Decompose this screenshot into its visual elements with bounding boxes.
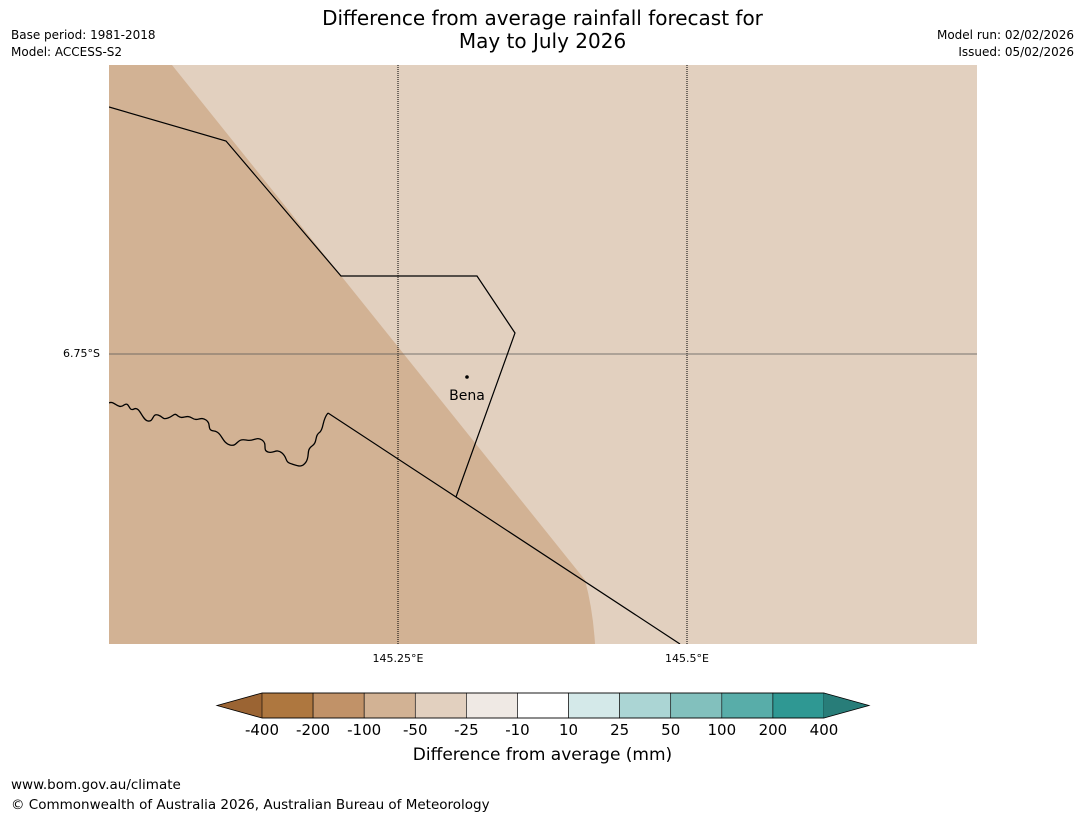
issued-date: Issued: 05/02/2026 [958, 45, 1074, 59]
latitude-label: 6.75°S [63, 347, 100, 360]
colorbar-tick-label: -10 [505, 721, 530, 739]
colorbar-tick-label: -100 [347, 721, 382, 739]
meta-right: Model run: 02/02/2026 Issued: 05/02/2026 [937, 27, 1074, 61]
colorbar-tick-label: -200 [296, 721, 331, 739]
colorbar-bin [670, 692, 723, 719]
colorbar-bin [568, 692, 620, 719]
colorbar-tick-label: 200 [758, 721, 788, 739]
colorbar-tick-label: 100 [707, 721, 737, 739]
colorbar-tick-label: 25 [610, 721, 630, 739]
colorbar-tick-label: -400 [244, 721, 280, 739]
colorbar-bins [261, 692, 825, 719]
border-line [109, 401, 329, 467]
model-name: Model: ACCESS-S2 [11, 45, 123, 59]
footer: www.bom.gov.au/climate © Commonwealth of… [11, 775, 490, 815]
map-area[interactable] [109, 65, 977, 644]
longitude-label-145-25: 145.25°E [372, 652, 424, 665]
colorbar-bin [466, 692, 518, 719]
bena-marker[interactable] [465, 375, 469, 379]
base-period: Base period: 1981-2018 [11, 28, 156, 42]
colorbar-bin [312, 692, 365, 719]
colorbar [215, 692, 871, 719]
colorbar-extend-high [824, 693, 869, 718]
footer-copyright: © Commonwealth of Australia 2026, Austra… [11, 797, 490, 813]
footer-url[interactable]: www.bom.gov.au/climate [11, 777, 181, 793]
colorbar-extend-low [217, 693, 262, 718]
place-label-bena[interactable]: Bena [449, 388, 485, 404]
colorbar-tick-label: 400 [809, 721, 839, 739]
colorbar-outline [215, 692, 871, 719]
title-line-2: May to July 2026 [458, 29, 627, 53]
colorbar-bin [414, 692, 467, 719]
colorbar-bin [721, 692, 774, 719]
title-line-1: Difference from average rainfall forecas… [322, 6, 763, 30]
colorbar-bin [261, 692, 314, 719]
chart-title: Difference from average rainfall forecas… [0, 7, 1085, 53]
model-run: Model run: 02/02/2026 [936, 28, 1074, 42]
colorbar-tick-label: 10 [558, 721, 579, 739]
province-boundary [327, 412, 681, 644]
district-boundary [109, 106, 516, 498]
region-minus-100-to-minus-50 [109, 65, 595, 644]
meta-left: Base period: 1981-2018 Model: ACCESS-S2 [11, 27, 156, 61]
colorbar-bin [772, 692, 825, 719]
colorbar-tick-label: 50 [661, 721, 681, 739]
longitude-label-145-5: 145.5°E [665, 652, 709, 665]
colorbar-tick-label: -25 [454, 721, 479, 739]
colorbar-bin [619, 692, 672, 719]
colorbar-bin [363, 692, 416, 719]
colorbar-tick-label: -50 [403, 721, 428, 739]
colorbar-bin [517, 692, 569, 719]
colorbar-title: Difference from average (mm) [412, 745, 673, 765]
